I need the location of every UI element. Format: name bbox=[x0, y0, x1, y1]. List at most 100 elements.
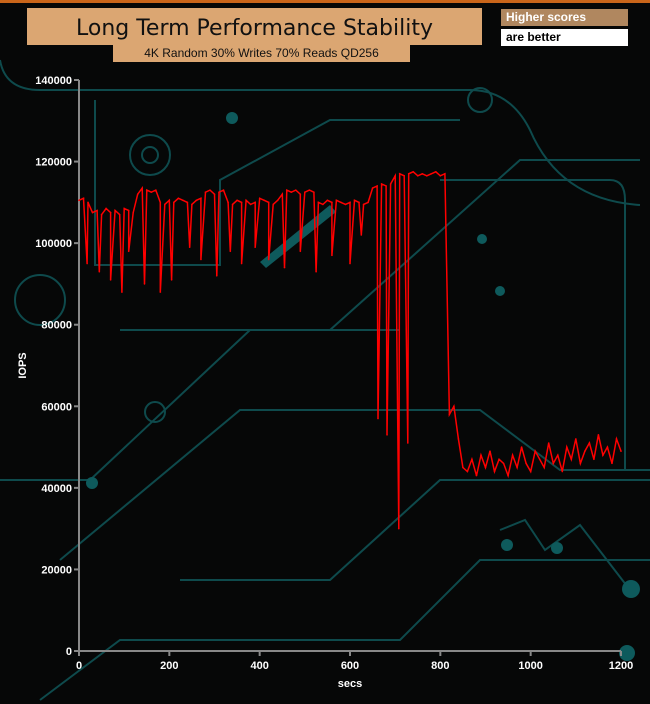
title-box: Long Term Performance Stability bbox=[27, 8, 482, 45]
data-point bbox=[267, 201, 270, 204]
data-point bbox=[376, 185, 378, 187]
data-point bbox=[457, 438, 460, 440]
y-tick-label: 120000 bbox=[35, 157, 72, 169]
data-point bbox=[525, 462, 527, 465]
y-tick-label: 80000 bbox=[41, 320, 72, 332]
data-point bbox=[561, 470, 564, 473]
data-point bbox=[398, 173, 401, 175]
data-point bbox=[597, 434, 600, 436]
data-point bbox=[164, 203, 166, 206]
data-point bbox=[358, 201, 360, 204]
data-point bbox=[349, 201, 351, 204]
data-point bbox=[344, 203, 347, 206]
data-point bbox=[520, 446, 523, 448]
y-tick-label: 20000 bbox=[41, 564, 72, 576]
data-point bbox=[86, 262, 88, 265]
chart-subtitle: 4K Random 30% Writes 70% Reads QD256 bbox=[144, 46, 379, 60]
data-point bbox=[547, 442, 550, 444]
y-tick-label: 100000 bbox=[35, 238, 72, 250]
data-point bbox=[245, 199, 247, 202]
data-point bbox=[397, 527, 400, 530]
data-point bbox=[439, 175, 442, 177]
data-point bbox=[394, 175, 396, 177]
data-point bbox=[159, 291, 162, 293]
data-point bbox=[191, 203, 193, 206]
data-point bbox=[606, 446, 609, 448]
data-point bbox=[529, 470, 532, 473]
data-point bbox=[127, 250, 130, 253]
data-point bbox=[389, 183, 392, 185]
data-point bbox=[611, 462, 613, 465]
data-point bbox=[114, 209, 116, 212]
data-point bbox=[127, 209, 130, 212]
data-point bbox=[141, 187, 144, 189]
data-point bbox=[123, 207, 125, 210]
subtitle-box: 4K Random 30% Writes 70% Reads QD256 bbox=[113, 45, 410, 62]
data-point bbox=[362, 203, 365, 206]
data-point bbox=[493, 470, 496, 473]
data-point bbox=[620, 450, 622, 452]
data-point bbox=[475, 474, 478, 477]
data-point bbox=[136, 193, 139, 195]
data-point bbox=[489, 450, 491, 452]
data-point bbox=[331, 254, 333, 257]
x-tick-label: 600 bbox=[341, 660, 359, 672]
data-point bbox=[87, 201, 89, 204]
data-point bbox=[435, 170, 437, 173]
data-point bbox=[317, 201, 320, 204]
x-tick-label: 1200 bbox=[609, 660, 633, 672]
data-point bbox=[331, 201, 333, 204]
data-point bbox=[254, 246, 256, 249]
data-point bbox=[299, 250, 302, 253]
data-point bbox=[91, 211, 94, 214]
data-point bbox=[502, 462, 505, 465]
data-point bbox=[150, 191, 153, 193]
data-point bbox=[263, 199, 265, 202]
data-point bbox=[425, 175, 428, 177]
y-tick-label: 40000 bbox=[41, 483, 72, 495]
data-point bbox=[407, 173, 410, 175]
data-point bbox=[371, 187, 374, 189]
data-point bbox=[340, 201, 342, 204]
data-point bbox=[96, 209, 98, 212]
data-point bbox=[145, 189, 148, 191]
data-point bbox=[498, 458, 500, 461]
data-point bbox=[556, 454, 559, 457]
data-point bbox=[182, 199, 184, 202]
data-point bbox=[471, 458, 473, 461]
data-point bbox=[109, 279, 112, 281]
data-point bbox=[240, 262, 243, 265]
data-point bbox=[335, 199, 338, 202]
data-point bbox=[173, 201, 175, 204]
data-point bbox=[448, 413, 451, 416]
data-point bbox=[105, 207, 107, 210]
data-point bbox=[240, 201, 243, 204]
data-point bbox=[283, 266, 286, 269]
data-point bbox=[453, 405, 455, 408]
data-point bbox=[213, 193, 216, 195]
data-point bbox=[480, 454, 482, 457]
x-tick-label: 400 bbox=[250, 660, 268, 672]
data-point bbox=[385, 185, 387, 187]
data-point bbox=[215, 274, 218, 277]
data-point bbox=[121, 291, 123, 293]
data-point bbox=[186, 201, 189, 204]
data-point bbox=[132, 211, 134, 214]
data-point bbox=[267, 258, 270, 261]
data-point bbox=[313, 191, 315, 193]
data-point bbox=[272, 203, 275, 206]
x-tick-label: 0 bbox=[76, 660, 82, 672]
data-point bbox=[222, 189, 225, 191]
data-point bbox=[579, 462, 582, 465]
data-point bbox=[295, 189, 297, 191]
data-point bbox=[575, 438, 577, 440]
data-point bbox=[484, 466, 487, 469]
top-border bbox=[0, 0, 650, 3]
data-point bbox=[118, 213, 121, 216]
data-point bbox=[177, 197, 180, 200]
data-point bbox=[168, 199, 171, 202]
data-point bbox=[349, 262, 351, 265]
x-axis-label: secs bbox=[338, 678, 362, 690]
